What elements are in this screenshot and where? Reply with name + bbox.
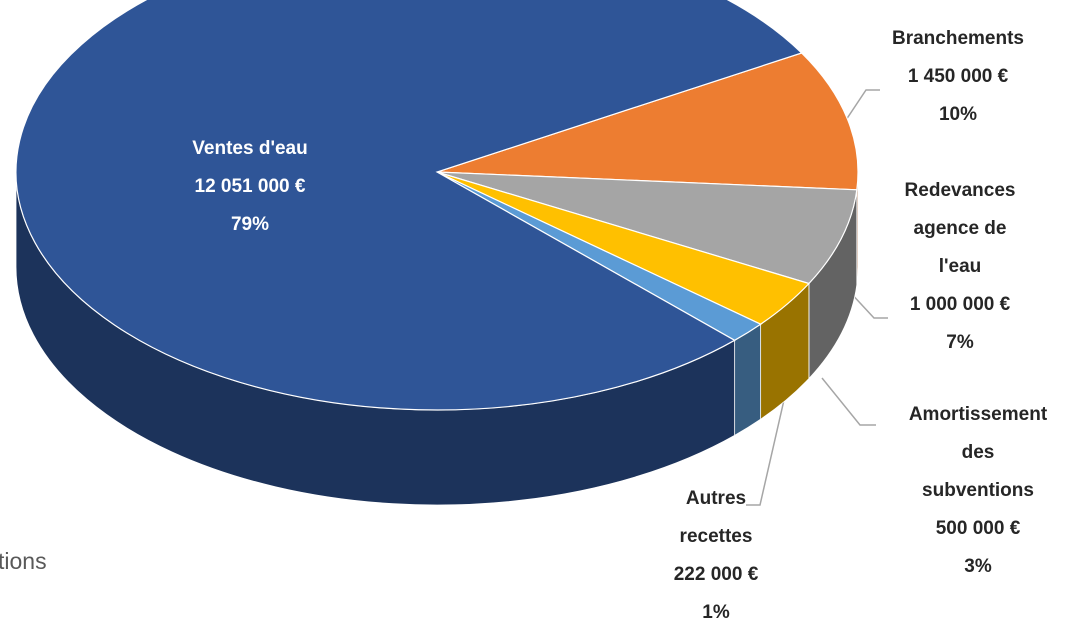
sides xyxy=(15,171,859,506)
value-label: 1 000 000 € xyxy=(909,294,1011,315)
category-label: Autres recettes xyxy=(679,488,753,547)
category-label: Amortissement des subventions xyxy=(908,404,1048,501)
slice xyxy=(436,52,859,191)
leader-line xyxy=(821,377,876,426)
percentage-label: 10% xyxy=(938,104,978,125)
tops xyxy=(15,0,859,411)
category-label: Branchements xyxy=(892,28,1024,49)
data-label: Autres recettes 222 000 € 1% xyxy=(661,480,771,630)
data-label: Redevances agence de l'eau 1 000 000 € 7% xyxy=(890,172,1030,362)
value-label: 222 000 € xyxy=(673,564,759,585)
leader-line xyxy=(847,289,888,319)
slice xyxy=(15,0,803,411)
legend-fragment: tions xyxy=(0,548,47,574)
slice xyxy=(436,171,858,285)
value-label: 500 000 € xyxy=(935,518,1021,539)
value-label: 1 450 000 € xyxy=(907,66,1009,87)
category-label: Redevances agence de l'eau xyxy=(904,180,1016,277)
data-label: Branchements 1 450 000 € 10% xyxy=(858,20,1058,134)
data-label: Amortissement des subventions 500 000 € 3% xyxy=(908,396,1048,586)
value-label: 12 051 000 € xyxy=(194,176,306,197)
data-label: Ventes d'eau 12 051 000 € 79% xyxy=(150,130,350,244)
percentage-label: 1% xyxy=(702,602,730,623)
category-label: Ventes d'eau xyxy=(192,138,308,159)
slice-side xyxy=(734,323,762,437)
percentage-label: 3% xyxy=(964,556,992,577)
percentage-label: 7% xyxy=(946,332,974,353)
percentage-label: 79% xyxy=(230,214,270,235)
